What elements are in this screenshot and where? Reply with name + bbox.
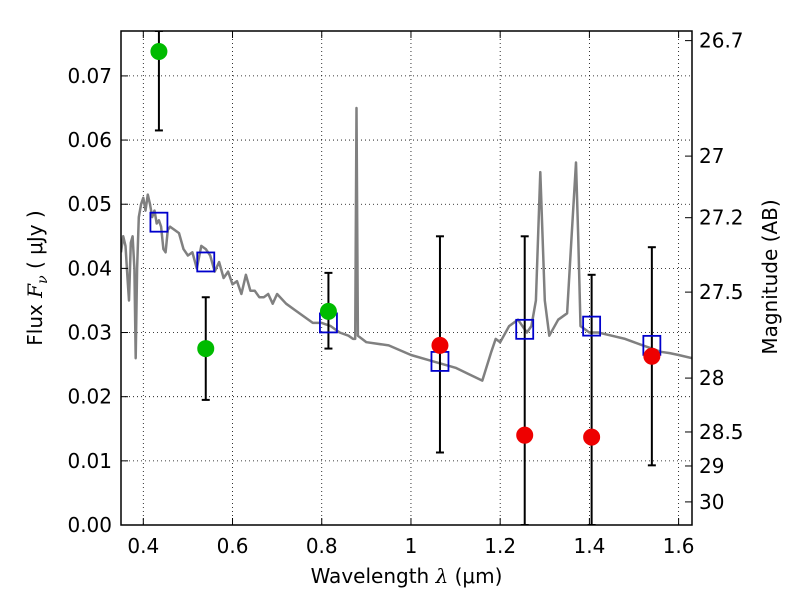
y-tick-label: 0.03 xyxy=(67,321,112,345)
model-flux-square xyxy=(582,315,602,337)
y-tick-label: 0.05 xyxy=(67,192,112,216)
detection-point xyxy=(197,340,215,358)
y2-axis-label: Magnitude (AB) xyxy=(758,199,782,354)
y2-tick-label: 27.5 xyxy=(699,280,744,304)
y-tick-label: 0.00 xyxy=(67,513,112,537)
model-flux-square xyxy=(196,251,216,273)
x-tick-label: 1 xyxy=(405,534,418,558)
template-spectrum-line xyxy=(121,106,692,382)
y-tick-label: 0.02 xyxy=(67,385,112,409)
y2-tick-label: 28.5 xyxy=(699,420,744,444)
y2-tick-label: 26.7 xyxy=(699,29,744,53)
y2-tick-label: 28 xyxy=(699,366,724,390)
y-axis-label: Flux Fν ( μJy ) xyxy=(23,210,51,345)
red-data-point xyxy=(583,428,601,446)
plot-area xyxy=(121,31,692,525)
model-flux-square xyxy=(149,211,169,233)
x-tick-label: 1.2 xyxy=(484,534,516,558)
red-data-point xyxy=(516,426,534,444)
y2-tick-label: 27.2 xyxy=(699,206,744,230)
y-tick-label: 0.04 xyxy=(67,256,112,280)
y-tick-label: 0.01 xyxy=(67,449,112,473)
model-flux-square xyxy=(515,318,535,340)
x-tick-label: 1.4 xyxy=(573,534,605,558)
y-tick-label: 0.07 xyxy=(67,64,112,88)
detection-point xyxy=(319,302,337,320)
red-data-point xyxy=(643,347,661,365)
grid-lines xyxy=(121,31,692,526)
detection-point xyxy=(150,43,168,61)
x-axis-label: Wavelength λ (μm) xyxy=(311,564,503,588)
y2-tick-label: 30 xyxy=(699,490,724,514)
x-tick-label: 0.8 xyxy=(306,534,338,558)
red-data-point xyxy=(431,336,449,354)
x-tick-label: 1.6 xyxy=(663,534,695,558)
y2-tick-label: 27 xyxy=(699,144,724,168)
axis-ticks: 0.4 0.6 0.8 1 1.2 1.4 1.6 0.00 0.01 0.02 0.03 0.04 0… xyxy=(67,29,743,558)
y-tick-label: 0.06 xyxy=(67,128,112,152)
x-tick-label: 0.4 xyxy=(127,534,159,558)
x-tick-label: 0.6 xyxy=(217,534,249,558)
y2-tick-label: 29 xyxy=(699,454,724,478)
plot-frame xyxy=(120,30,693,526)
